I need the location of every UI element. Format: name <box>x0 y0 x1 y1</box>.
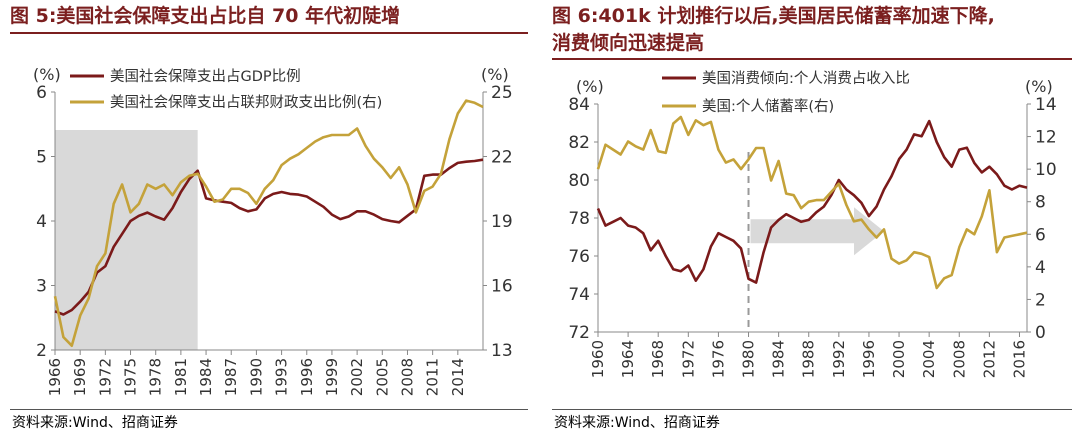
x-tick-label: 2005 <box>373 358 391 396</box>
left-axis-unit: (%) <box>576 77 604 96</box>
x-tick-label: 1996 <box>298 358 316 396</box>
right-tick-label: 2 <box>1035 290 1046 310</box>
x-tick-label: 1968 <box>649 340 667 378</box>
series-line-2 <box>596 115 1028 290</box>
x-tick-label: 1993 <box>273 358 291 396</box>
left-tick-label: 3 <box>36 277 47 297</box>
right-tick-label: 22 <box>491 148 513 168</box>
x-tick-label: 2014 <box>449 358 467 396</box>
left-tick-label: 5 <box>36 148 47 168</box>
right-title-underline <box>552 58 1072 60</box>
x-tick-label: 1990 <box>247 358 265 396</box>
left-chart: (%) (%) 2 3 4 5 6 13 16 19 22 25 1966 1969 1972 1975 197… <box>33 65 513 396</box>
right-chart-title-line2: 消费倾向迅速提高 <box>552 32 705 54</box>
left-tick-label: 6 <box>36 83 47 103</box>
left-tick-label: 4 <box>36 212 47 232</box>
x-tick-label: 2012 <box>980 340 998 378</box>
x-tick-label: 1981 <box>172 358 190 396</box>
x-tick-label: 2016 <box>1010 340 1028 378</box>
right-axis-unit: (%) <box>1025 77 1053 96</box>
x-tick-label: 1966 <box>46 358 64 396</box>
x-tick-label: 1964 <box>619 340 637 378</box>
series-line-1 <box>54 158 484 316</box>
x-tick-label: 1980 <box>740 340 758 378</box>
x-tick-label: 2011 <box>424 358 442 396</box>
x-tick-label: 2008 <box>398 358 416 396</box>
left-tick-label: 2 <box>36 341 47 361</box>
legend-label: 美国社会保障支出占GDP比例 <box>110 67 301 85</box>
x-tick-label: 1987 <box>222 358 240 396</box>
right-axis-unit: (%) <box>481 65 509 84</box>
right-tick-label: 19 <box>491 212 513 232</box>
x-tick-label: 1992 <box>830 340 848 378</box>
legend-label: 美国:个人储蓄率(右) <box>702 98 834 115</box>
right-tick-label: 4 <box>1035 258 1046 278</box>
x-tick-label: 1984 <box>197 358 215 396</box>
x-tick-label: 1999 <box>323 358 341 396</box>
right-tick-label: 10 <box>1035 160 1057 180</box>
left-tick-label: 80 <box>568 171 590 191</box>
right-tick-label: 16 <box>491 277 513 297</box>
right-tick-label: 12 <box>1035 128 1057 148</box>
x-tick-label: 1972 <box>679 340 697 378</box>
right-tick-label: 25 <box>491 83 513 103</box>
right-chart-title-line1: 图 6:401k 计划推行以后,美国居民储蓄率加速下降, <box>552 5 995 27</box>
right-tick-label: 0 <box>1035 323 1046 343</box>
x-tick-label: 2002 <box>348 358 366 396</box>
legend-label: 美国消费倾向:个人消费占收入比 <box>702 70 910 87</box>
right-tick-label: 13 <box>491 341 513 361</box>
x-tick-label: 1960 <box>589 340 607 378</box>
x-tick-label: 1975 <box>122 358 140 396</box>
right-tick-label: 14 <box>1035 95 1057 115</box>
right-source: 资料来源:Wind、招商证券 <box>554 415 720 431</box>
series-line-2 <box>53 99 484 348</box>
x-tick-label: 2000 <box>890 340 908 378</box>
left-axis-unit: (%) <box>33 65 61 84</box>
left-tick-label: 84 <box>568 95 590 115</box>
right-tick-label: 6 <box>1035 225 1046 245</box>
x-tick-label: 1976 <box>709 340 727 378</box>
x-tick-label: 1978 <box>147 358 165 396</box>
left-title-underline <box>10 32 528 34</box>
series-line-1 <box>596 119 1028 284</box>
x-tick-label: 2004 <box>920 340 938 378</box>
left-chart-title: 图 5:美国社会保障支出占比自 70 年代初陡增 <box>10 5 401 27</box>
shaded-period <box>55 130 198 350</box>
x-tick-label: 1988 <box>800 340 818 378</box>
left-tick-label: 82 <box>568 133 590 153</box>
trend-arrow <box>750 207 884 256</box>
x-tick-label: 1984 <box>770 340 788 378</box>
x-tick-label: 1969 <box>71 358 89 396</box>
left-tick-label: 74 <box>568 285 590 305</box>
left-tick-label: 72 <box>568 323 590 343</box>
left-source: 资料来源:Wind、招商证券 <box>12 415 178 431</box>
right-chart: (%) (%) 72 74 76 78 80 82 84 0 2 4 6 8 10 12 14 1960 1964 1… <box>568 70 1057 378</box>
right-tick-label: 8 <box>1035 193 1046 213</box>
x-tick-label: 1972 <box>96 358 114 396</box>
left-source-rule <box>10 409 528 410</box>
x-tick-label: 2008 <box>950 340 968 378</box>
left-tick-label: 78 <box>568 209 590 229</box>
legend-label: 美国社会保障支出占联邦财政支出比例(右) <box>110 93 382 111</box>
x-tick-label: 1996 <box>860 340 878 378</box>
left-tick-label: 76 <box>568 247 590 267</box>
right-source-rule <box>552 409 1072 410</box>
